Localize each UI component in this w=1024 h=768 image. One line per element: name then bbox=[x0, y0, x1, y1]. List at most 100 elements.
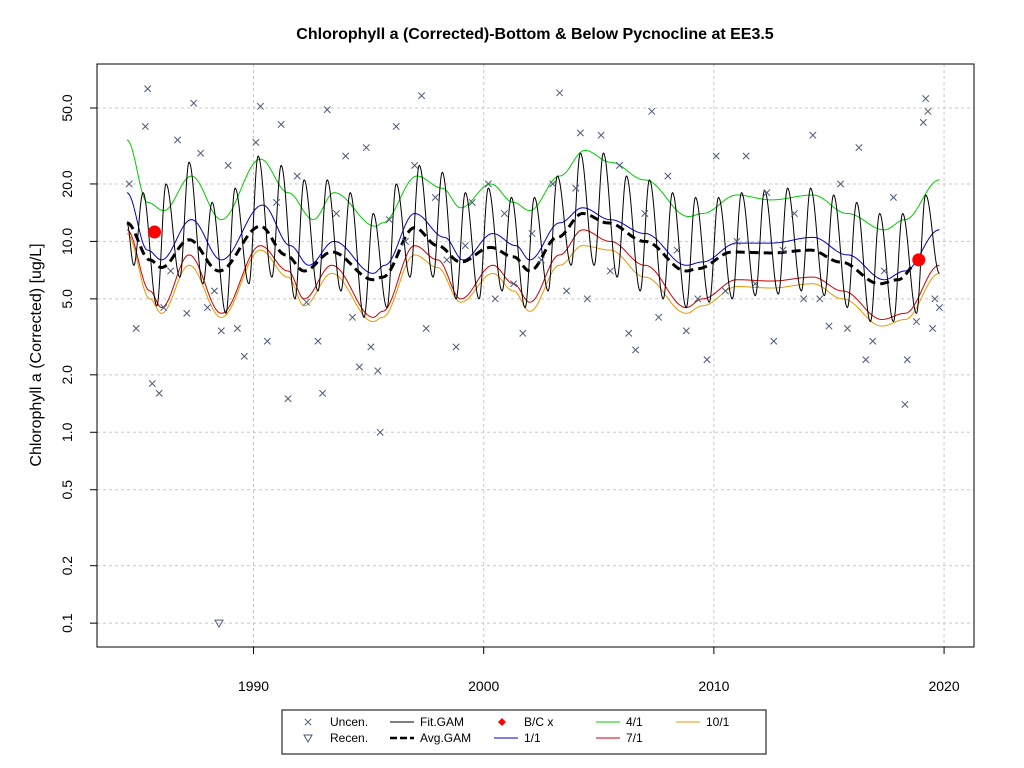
uncen-point bbox=[148, 379, 156, 388]
uncen-point bbox=[625, 329, 633, 337]
y-tick-label: 0.5 bbox=[59, 480, 75, 500]
uncen-point bbox=[809, 131, 817, 139]
series-7-1-line bbox=[126, 229, 940, 320]
uncen-point bbox=[816, 295, 824, 303]
y-tick-label: 10.0 bbox=[59, 228, 75, 255]
uncen-point bbox=[763, 189, 771, 197]
uncen-point bbox=[197, 149, 205, 157]
uncen-point bbox=[332, 209, 340, 218]
series-10-1-line bbox=[126, 233, 940, 327]
uncen-point bbox=[537, 256, 545, 264]
uncen-point bbox=[240, 352, 248, 360]
uncen-point bbox=[869, 337, 877, 345]
gridlines bbox=[97, 64, 974, 647]
bc-point bbox=[912, 253, 926, 267]
uncen-point bbox=[919, 118, 927, 126]
uncen-point bbox=[374, 367, 382, 375]
legend-recen-symbol bbox=[303, 734, 313, 744]
uncen-point bbox=[342, 152, 350, 160]
x-tick-label: 1990 bbox=[238, 678, 269, 694]
uncen-point bbox=[190, 99, 198, 107]
uncen-point bbox=[694, 295, 702, 303]
uncen-point bbox=[302, 298, 311, 306]
uncen-point bbox=[217, 327, 225, 335]
uncen-point bbox=[461, 242, 469, 250]
uncen-point bbox=[572, 184, 580, 192]
uncen-point bbox=[929, 324, 937, 332]
uncen-point bbox=[210, 287, 218, 295]
uncen-point bbox=[843, 324, 851, 332]
uncen-point bbox=[468, 198, 476, 206]
y-tick-label: 0.1 bbox=[59, 613, 75, 633]
plot-series bbox=[126, 139, 940, 327]
uncen-point bbox=[770, 337, 778, 345]
uncen-point bbox=[443, 256, 451, 264]
legend-box bbox=[281, 709, 767, 755]
uncen-point bbox=[825, 322, 833, 330]
legend-bc-symbol bbox=[498, 718, 506, 726]
legend-label: Avg.GAM bbox=[420, 731, 471, 745]
uncen-point bbox=[510, 280, 518, 288]
uncen-point bbox=[922, 95, 930, 103]
uncen-point bbox=[800, 295, 808, 303]
uncen-point bbox=[790, 209, 799, 218]
x-tick-label: 2010 bbox=[698, 678, 729, 694]
uncen-point bbox=[682, 327, 690, 335]
uncen-point bbox=[141, 122, 149, 131]
uncen-point bbox=[422, 324, 430, 332]
legend-label: 7/1 bbox=[626, 731, 643, 745]
uncen-point bbox=[272, 198, 281, 206]
uncen-point bbox=[862, 356, 870, 364]
uncen-point bbox=[519, 329, 527, 337]
uncen-point bbox=[452, 343, 460, 351]
uncen-point bbox=[132, 324, 140, 332]
uncen-point bbox=[500, 209, 508, 218]
uncen-point bbox=[362, 144, 370, 152]
y-tick-label: 1.0 bbox=[59, 422, 75, 442]
y-tick-label: 5.0 bbox=[59, 289, 75, 309]
uncen-point bbox=[385, 216, 393, 224]
uncen-point bbox=[931, 295, 939, 303]
uncen-point bbox=[549, 180, 557, 188]
legend-label: Fit.GAM bbox=[420, 715, 464, 729]
uncen-point bbox=[664, 172, 672, 180]
uncen-point bbox=[277, 120, 285, 128]
uncen-point bbox=[355, 363, 363, 371]
x-tick-label: 2000 bbox=[468, 678, 499, 694]
uncen-point bbox=[233, 324, 241, 332]
uncen-point bbox=[256, 102, 264, 110]
x-tick-label: 2020 bbox=[928, 678, 959, 694]
axes: 1990 2000 2010 2020 0.1 0.2 0.5 1.0 2.0 5.0 10.0 20… bbox=[59, 94, 960, 694]
uncen-point bbox=[376, 428, 384, 436]
uncen-point bbox=[721, 287, 729, 295]
uncen-point bbox=[751, 280, 759, 288]
uncen-point bbox=[144, 85, 152, 93]
uncen-point bbox=[855, 144, 863, 152]
uncen-point bbox=[912, 318, 921, 326]
uncen-point bbox=[183, 309, 191, 317]
y-tick-label: 50.0 bbox=[59, 94, 75, 121]
legend-label: 10/1 bbox=[706, 715, 730, 729]
uncen-point bbox=[401, 237, 409, 245]
uncen-point bbox=[632, 346, 640, 354]
uncen-point bbox=[252, 138, 260, 146]
uncen-point bbox=[491, 295, 499, 303]
uncen-point bbox=[880, 267, 888, 275]
uncen-point bbox=[924, 107, 932, 115]
uncen-point bbox=[174, 136, 182, 144]
uncen-point bbox=[203, 304, 212, 312]
chart-title: Chlorophyll a (Corrected)-Bottom & Below… bbox=[296, 26, 774, 43]
uncen-point bbox=[903, 356, 911, 364]
y-tick-label: 2.0 bbox=[59, 365, 75, 385]
uncen-point bbox=[293, 172, 301, 180]
uncen-point bbox=[224, 161, 232, 169]
uncen-point bbox=[733, 237, 741, 245]
uncen-point bbox=[742, 152, 750, 160]
uncen-point bbox=[367, 343, 375, 351]
y-tick-label: 20.0 bbox=[59, 170, 75, 197]
uncen-point bbox=[615, 161, 624, 169]
uncen-point bbox=[655, 313, 663, 321]
uncen-point bbox=[576, 129, 584, 137]
fit-gam-line bbox=[126, 152, 940, 323]
data-points bbox=[125, 85, 944, 629]
